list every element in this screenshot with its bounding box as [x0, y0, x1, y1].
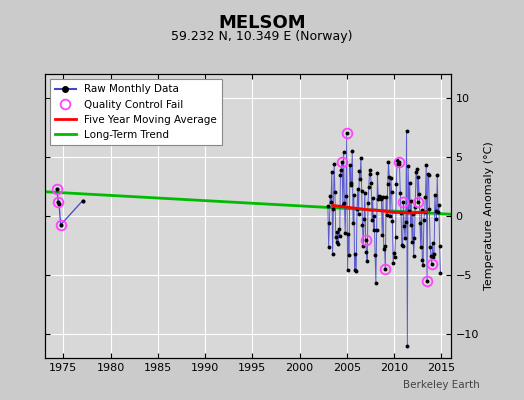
Y-axis label: Temperature Anomaly (°C): Temperature Anomaly (°C) — [484, 142, 495, 290]
Text: MELSOM: MELSOM — [218, 14, 306, 32]
Text: 59.232 N, 10.349 E (Norway): 59.232 N, 10.349 E (Norway) — [171, 30, 353, 43]
Text: Berkeley Earth: Berkeley Earth — [403, 380, 479, 390]
Legend: Raw Monthly Data, Quality Control Fail, Five Year Moving Average, Long-Term Tren: Raw Monthly Data, Quality Control Fail, … — [50, 79, 222, 145]
